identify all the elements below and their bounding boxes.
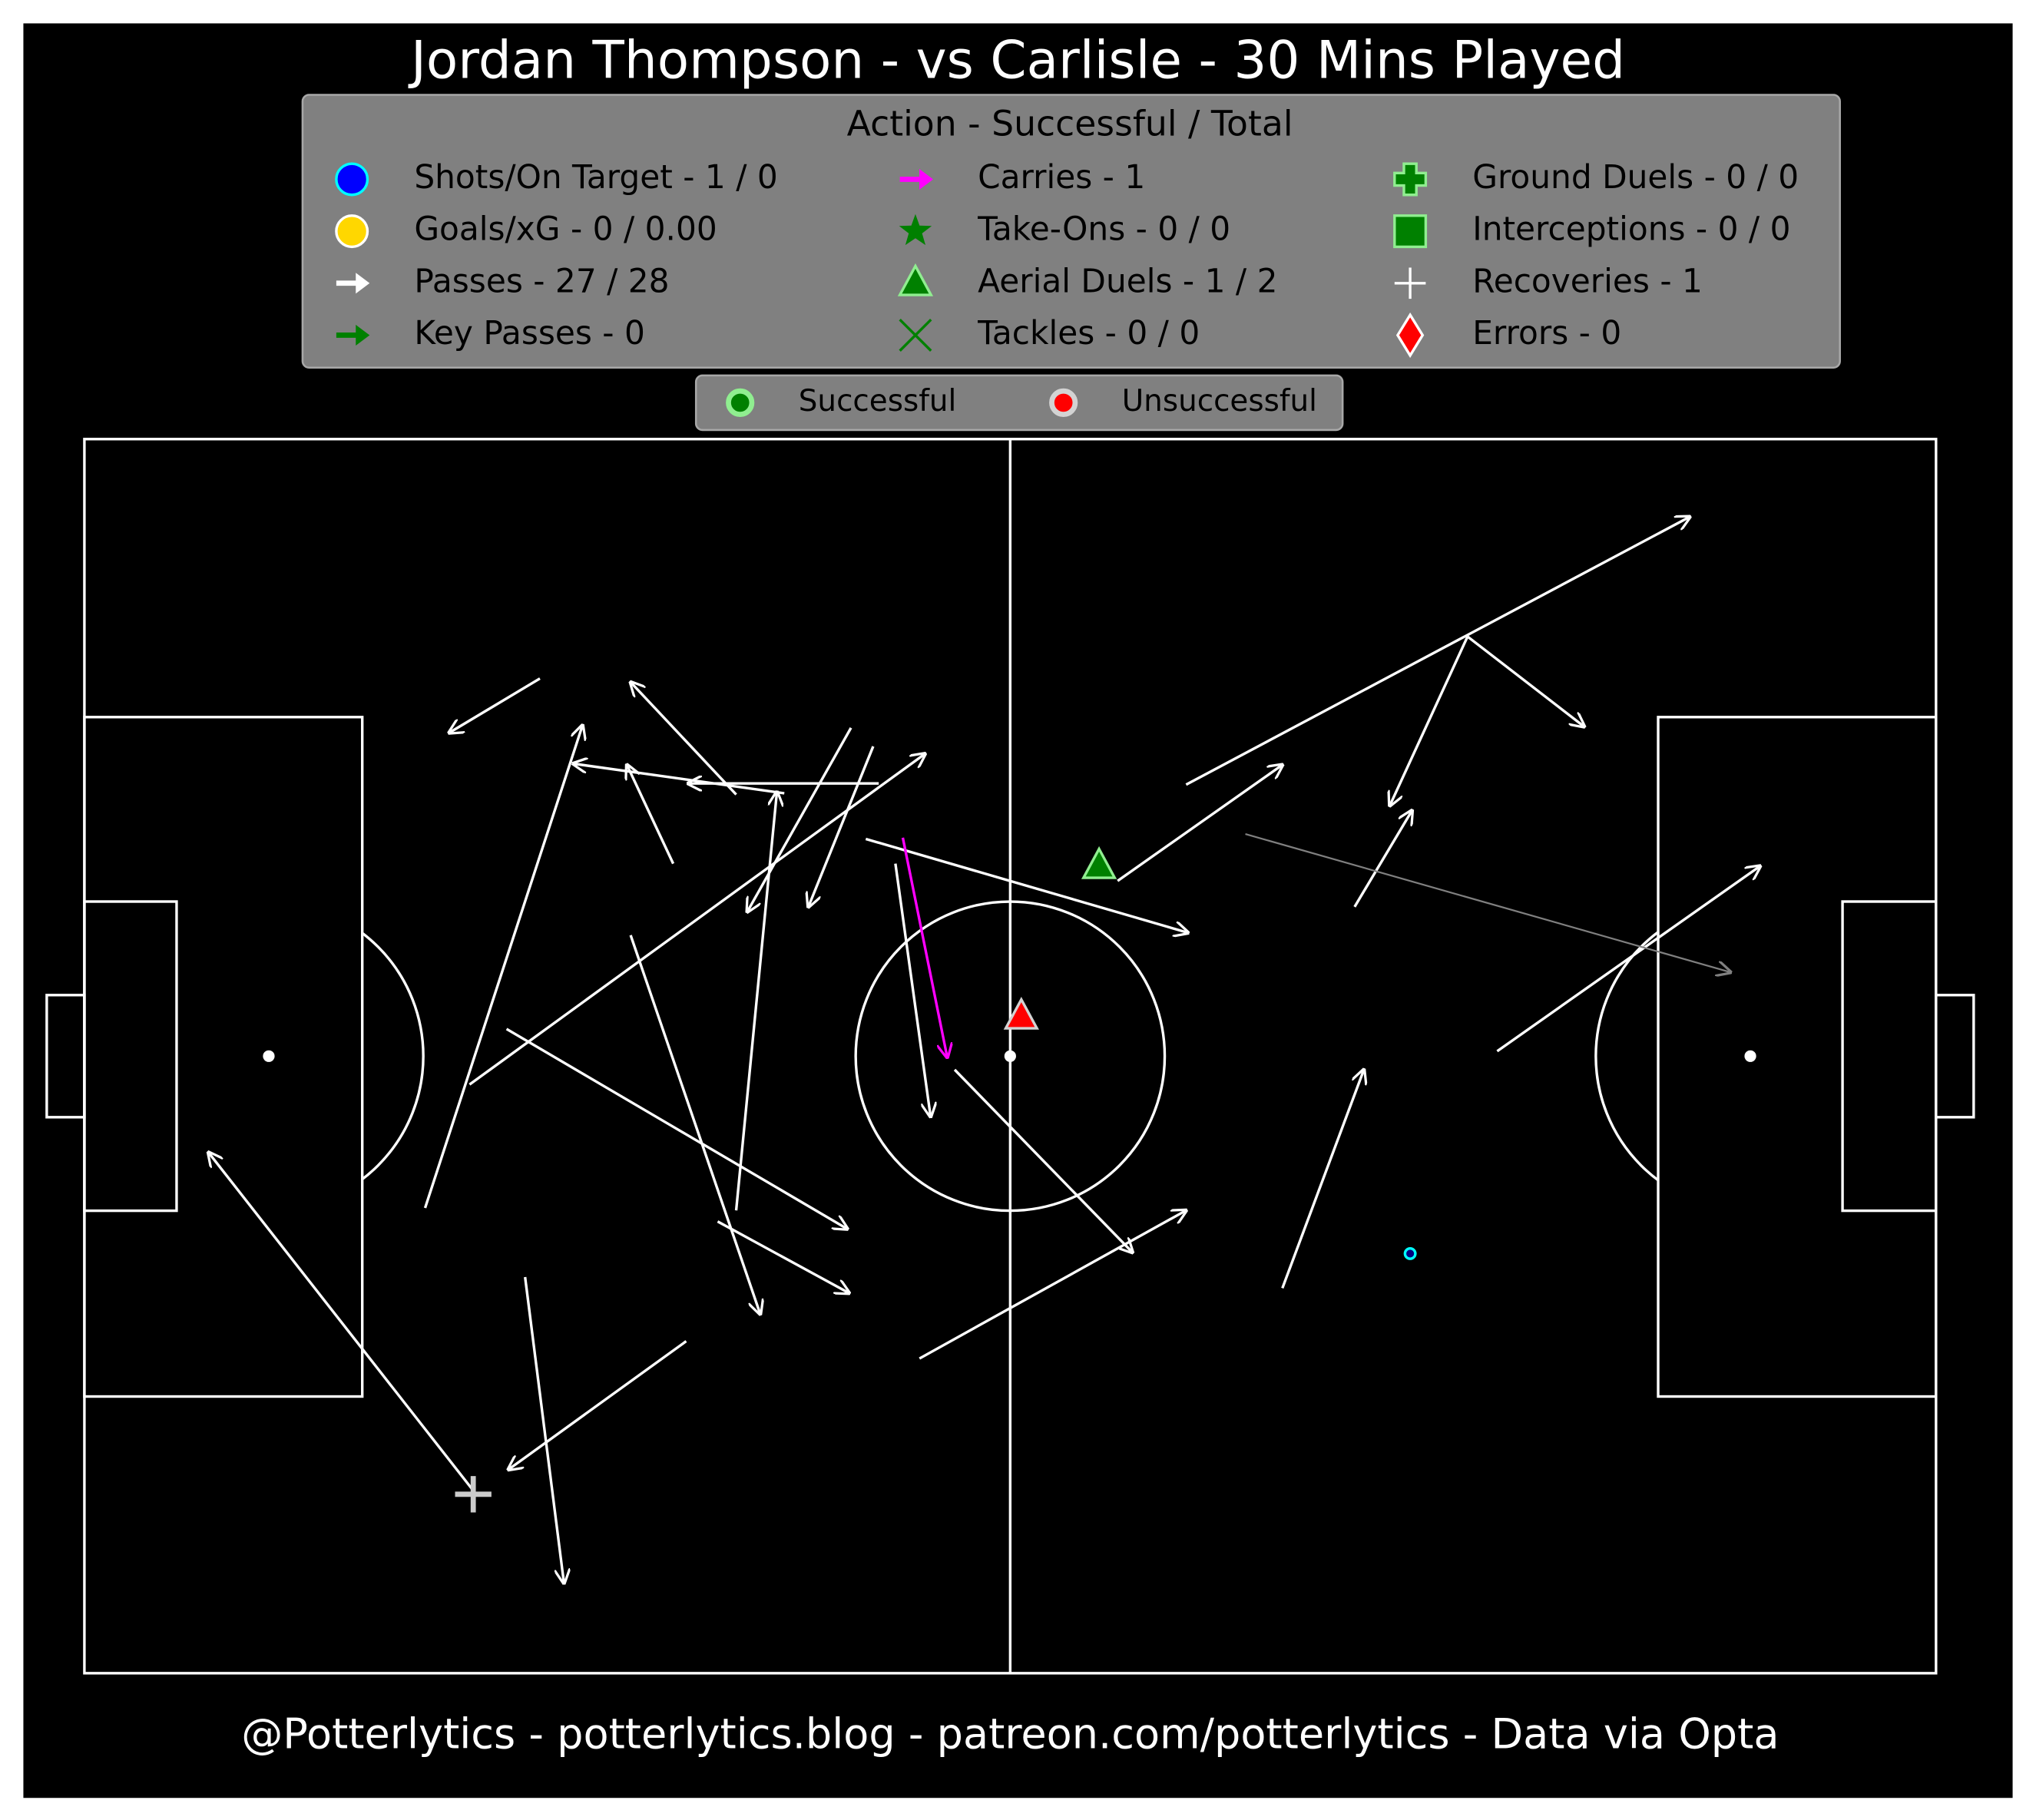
pass-arrow [717, 1220, 849, 1293]
legend-marker [335, 162, 369, 197]
legend-marker [726, 388, 755, 418]
legend-marker [1393, 162, 1428, 197]
outcome-legend-box [694, 374, 1344, 432]
pass-arrow [894, 863, 931, 1117]
legend-label: Tackles - 0 / 0 [977, 314, 1200, 352]
pass-arrow [1466, 635, 1584, 726]
pass-arrow [627, 765, 675, 865]
pass-arrow [1245, 832, 1731, 972]
pass-arrow [1390, 636, 1469, 806]
aerial-duel [1003, 996, 1039, 1030]
legend-label: Passes - 27 / 28 [414, 262, 669, 299]
legend-marker [356, 273, 370, 294]
legend-marker [1395, 312, 1425, 359]
pass-arrow [573, 763, 785, 795]
legend-label: Goals/xG - 0 / 0.00 [414, 210, 717, 248]
legend-label: Ground Duels - 0 / 0 [1472, 158, 1799, 196]
pass-arrow [1496, 866, 1760, 1053]
legend-label: Carries - 1 [978, 158, 1145, 196]
aerial-duel [1081, 845, 1117, 879]
pass-arrow [505, 1027, 848, 1229]
pass-arrow [449, 677, 541, 733]
centre-circle [854, 900, 1167, 1213]
pitch [45, 438, 1975, 1675]
legend-marker [899, 318, 932, 352]
pass-arrow [629, 935, 760, 1314]
recovery [455, 1476, 492, 1513]
penalty-arc [362, 931, 425, 1181]
centre-spot [1004, 1050, 1016, 1062]
pass-arrow [1281, 1070, 1364, 1289]
pass-arrow [524, 1276, 564, 1583]
legend-label: Errors - 0 [1472, 314, 1621, 352]
penalty-spot [263, 1050, 275, 1062]
legend-label: Key Passes - 0 [414, 314, 645, 352]
pass-arrow [468, 754, 925, 1086]
shot [1403, 1246, 1417, 1260]
pass-arrow [1117, 765, 1283, 882]
pass-arrow [1185, 517, 1690, 786]
legend-label: Aerial Duels - 1 / 2 [978, 262, 1277, 299]
legend-box [301, 94, 1841, 369]
legend-label: Interceptions - 0 / 0 [1472, 210, 1790, 248]
legend-marker [899, 213, 932, 246]
legend-marker [356, 324, 370, 346]
penalty-arc [1594, 930, 1659, 1182]
chart-title: Jordan Thompson - vs Carlisle - 30 Mins … [408, 29, 1625, 90]
penalty-spot [1744, 1050, 1756, 1062]
pass-arrow [508, 1340, 687, 1470]
legend-marker [1393, 214, 1428, 249]
footer: @Potterlytics - potterlytics.blog - patr… [241, 1709, 1779, 1758]
pass-arrow [734, 792, 777, 1211]
legend-label: Shots/On Target - 1 / 0 [414, 158, 777, 196]
legend-label: Recoveries - 1 [1472, 262, 1703, 299]
goal [45, 994, 86, 1119]
legend-label: Unsuccessful [1122, 384, 1317, 419]
legend-marker [897, 263, 934, 296]
legend-marker [335, 214, 369, 249]
pass-arrow [208, 1153, 475, 1492]
goal [1935, 994, 1975, 1119]
pass-arrow [1353, 811, 1412, 908]
legend-label: Successful [799, 384, 957, 419]
legend-title: Action - Successful / Total [847, 104, 1293, 144]
pass-arrow [423, 726, 583, 1209]
pass-arrow [953, 1068, 1132, 1252]
pass-arrow [747, 726, 852, 912]
pass-arrow [631, 682, 737, 796]
pass-arrow [919, 1210, 1186, 1360]
legend-marker [1049, 388, 1078, 418]
legend-label: Take-Ons - 0 / 0 [977, 210, 1230, 248]
pass-arrow [809, 746, 875, 907]
carry-arrow [901, 837, 948, 1057]
legend-marker [919, 168, 934, 190]
pass-arrow [865, 837, 1188, 932]
